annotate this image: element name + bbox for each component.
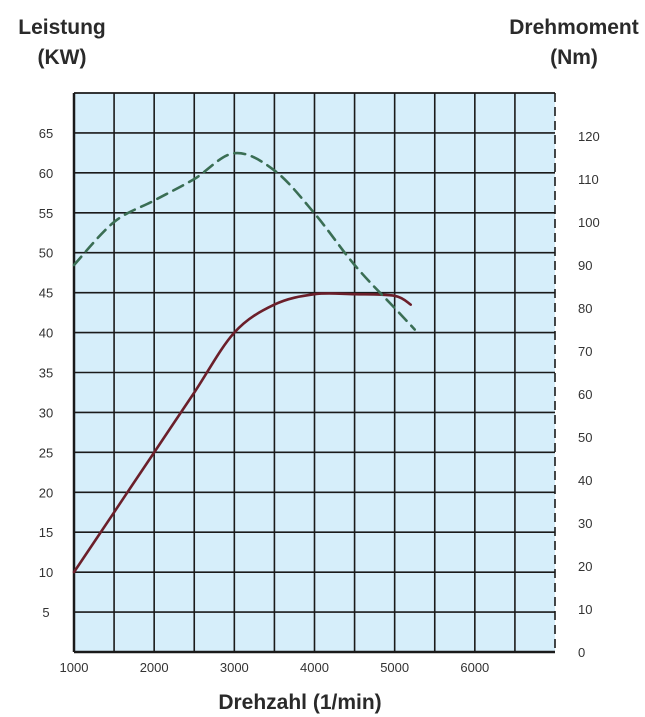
y-left-tick-label: 20 — [39, 485, 53, 500]
y-left-tick-label: 30 — [39, 405, 53, 420]
y-right-tick-label: 100 — [578, 215, 600, 230]
y-left-tick-label: 60 — [39, 166, 53, 181]
grid — [72, 92, 556, 654]
x-axis-label: Drehzahl (1/min) — [218, 691, 381, 714]
y-right-tick-label: 80 — [578, 301, 592, 316]
y-left-tick-label: 35 — [39, 366, 53, 381]
y-left-tick-label: 65 — [39, 126, 53, 141]
x-tick-label: 2000 — [140, 660, 169, 675]
y-left-tick-label: 15 — [39, 525, 53, 540]
y-right-tick-label: 110 — [578, 172, 599, 187]
x-tick-label: 5000 — [380, 660, 409, 675]
torque-curve-line — [72, 151, 416, 331]
y-right-tick-label: 50 — [578, 430, 592, 445]
series-layer — [72, 151, 416, 574]
right-axis-title-line1: Drehmoment — [509, 16, 639, 39]
y-right-tick-label: 30 — [578, 516, 592, 531]
y-left-tick-label: 25 — [39, 445, 53, 460]
tick-labels: 1000 2000 3000 4000 5000 60005101520253035404… — [39, 126, 600, 675]
y-right-tick-label: 70 — [578, 344, 592, 359]
y-right-tick-label: 120 — [578, 129, 600, 144]
y-right-tick-label: 0 — [578, 645, 585, 660]
x-tick-label: 4000 — [300, 660, 329, 675]
y-left-tick-label: 10 — [39, 565, 53, 580]
right-axis-title-line2: (Nm) — [550, 46, 598, 69]
y-left-tick-label: 55 — [39, 206, 53, 221]
power-curve-line — [72, 292, 412, 574]
x-tick-label: 3000 — [220, 660, 249, 675]
left-axis-title-line1: Leistung — [18, 16, 106, 39]
x-tick-label: 1000 — [60, 660, 89, 675]
left-axis-title-line2: (KW) — [38, 46, 87, 69]
y-right-tick-label: 60 — [578, 387, 592, 402]
y-right-tick-label: 40 — [578, 473, 592, 488]
y-right-tick-label: 90 — [578, 258, 592, 273]
y-left-tick-label: 5 — [42, 605, 49, 620]
y-right-tick-label: 20 — [578, 559, 592, 574]
y-left-tick-label: 40 — [39, 326, 53, 341]
y-right-tick-label: 10 — [578, 602, 592, 617]
y-left-tick-label: 50 — [39, 246, 53, 261]
y-left-tick-label: 45 — [39, 286, 53, 301]
x-tick-label: 6000 — [460, 660, 489, 675]
